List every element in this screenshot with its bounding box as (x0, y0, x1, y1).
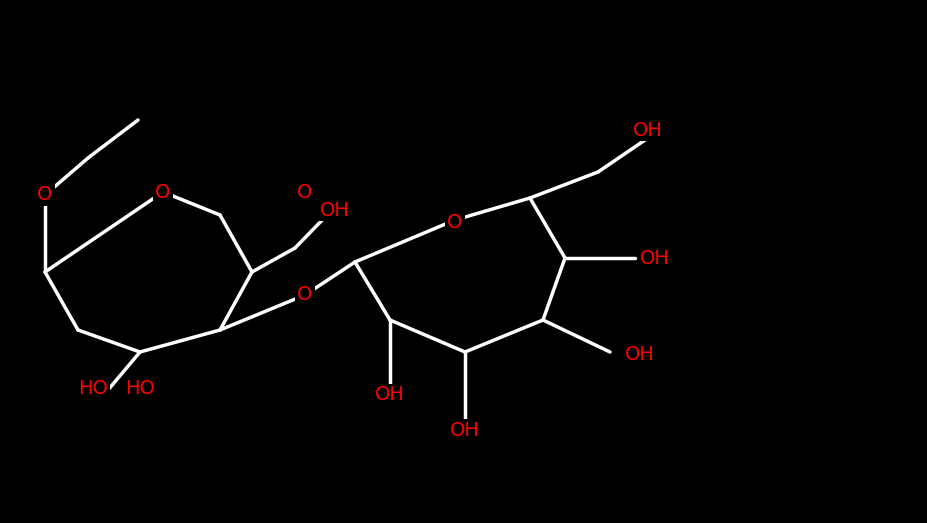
Text: O: O (297, 183, 312, 201)
Text: O: O (297, 286, 312, 304)
Text: OH: OH (640, 248, 669, 267)
Text: O: O (37, 186, 53, 204)
Text: HO: HO (78, 379, 108, 397)
Text: OH: OH (320, 200, 349, 220)
Text: OH: OH (625, 346, 654, 365)
Text: OH: OH (450, 420, 479, 439)
Text: OH: OH (375, 385, 404, 404)
Text: O: O (447, 212, 463, 232)
Text: HO: HO (125, 379, 155, 397)
Text: O: O (155, 183, 171, 201)
Text: OH: OH (632, 120, 662, 140)
